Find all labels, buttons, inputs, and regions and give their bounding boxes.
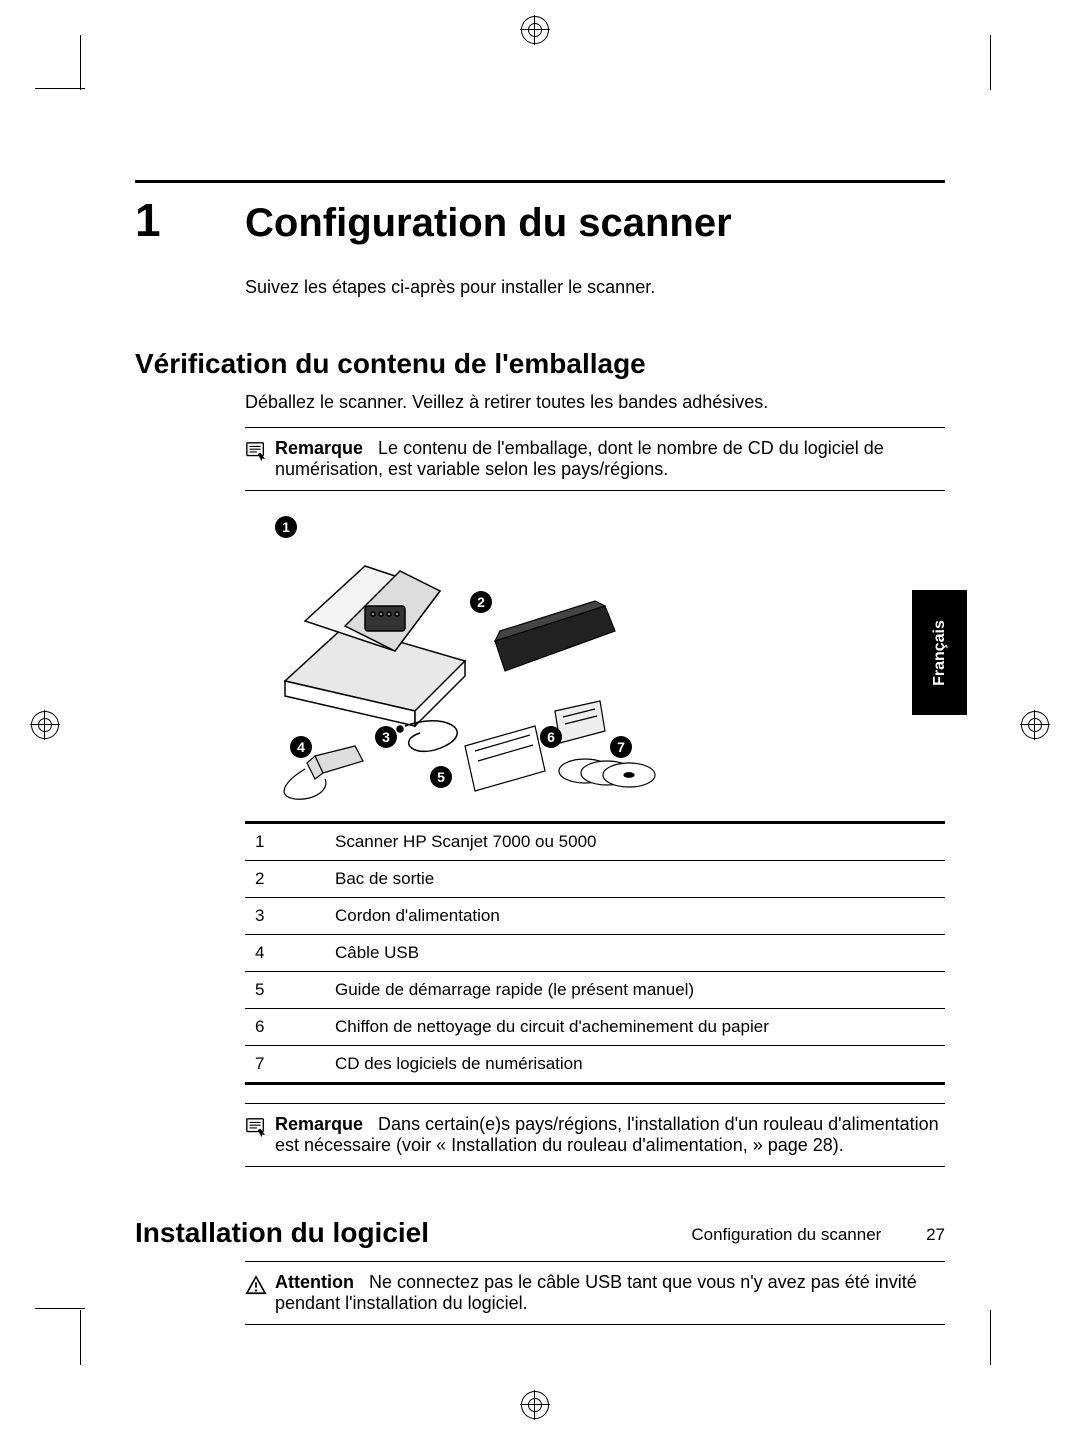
footer-page-number: 27 [926,1225,945,1245]
table-row: 3Cordon d'alimentation [245,898,945,935]
part-description: Cordon d'alimentation [325,898,945,935]
note2-label: Remarque [275,1114,363,1134]
table-row: 1Scanner HP Scanjet 7000 ou 5000 [245,823,945,861]
table-row: 7CD des logiciels de numérisation [245,1046,945,1084]
figure-callout-5: 5 [430,766,452,788]
table-row: 5Guide de démarrage rapide (le présent m… [245,972,945,1009]
table-row: 6Chiffon de nettoyage du circuit d'achem… [245,1009,945,1046]
part-description: Bac de sortie [325,861,945,898]
package-contents-figure: 1 2 3 4 5 6 7 [245,511,675,801]
figure-callout-3: 3 [375,726,397,748]
section1-heading: Vérification du contenu de l'emballage [135,348,945,380]
part-number: 6 [245,1009,325,1046]
figure-callout-6: 6 [540,726,562,748]
part-number: 3 [245,898,325,935]
crop-mark [80,1310,81,1365]
crop-mark [990,1310,991,1365]
note2-text: Remarque Dans certain(e)s pays/régions, … [275,1114,945,1156]
caution-text: Attention Ne connectez pas le câble USB … [275,1272,945,1314]
part-number: 4 [245,935,325,972]
part-number: 7 [245,1046,325,1084]
reg-mark-left [30,710,60,740]
caution-label: Attention [275,1272,354,1292]
crop-mark [80,35,81,90]
figure-callout-7: 7 [610,736,632,758]
chapter-title: Configuration du scanner [245,201,732,246]
caution-block: Attention Ne connectez pas le câble USB … [245,1261,945,1325]
reg-mark-top [520,15,550,45]
part-number: 5 [245,972,325,1009]
figure-callout-2: 2 [470,591,492,613]
parts-table: 1Scanner HP Scanjet 7000 ou 50002Bac de … [245,821,945,1085]
part-description: CD des logiciels de numérisation [325,1046,945,1084]
reg-mark-bottom [520,1390,550,1420]
figure-callout-1: 1 [275,516,297,538]
crop-mark [35,88,85,89]
part-number: 1 [245,823,325,861]
section1-para: Déballez le scanner. Veillez à retirer t… [245,392,945,413]
part-number: 2 [245,861,325,898]
note-1: Remarque Le contenu de l'emballage, dont… [245,427,945,491]
chapter-number: 1 [135,193,245,247]
table-row: 4Câble USB [245,935,945,972]
part-description: Scanner HP Scanjet 7000 ou 5000 [325,823,945,861]
part-description: Chiffon de nettoyage du circuit d'achemi… [325,1009,945,1046]
part-description: Câble USB [325,935,945,972]
top-rule [135,180,945,183]
crop-mark [35,1308,85,1309]
figure-callout-4: 4 [290,736,312,758]
intro-text: Suivez les étapes ci-après pour installe… [245,277,945,298]
note1-label: Remarque [275,438,363,458]
part-description: Guide de démarrage rapide (le présent ma… [325,972,945,1009]
note-icon [245,1116,267,1143]
footer-title: Configuration du scanner [691,1225,881,1245]
caution-icon [245,1274,267,1301]
note-2: Remarque Dans certain(e)s pays/régions, … [245,1103,945,1167]
note-icon [245,440,267,467]
page-footer: Configuration du scanner 27 [135,1225,945,1245]
table-row: 2Bac de sortie [245,861,945,898]
note1-text: Remarque Le contenu de l'emballage, dont… [275,438,945,480]
reg-mark-right [1020,710,1050,740]
crop-mark [990,35,991,90]
